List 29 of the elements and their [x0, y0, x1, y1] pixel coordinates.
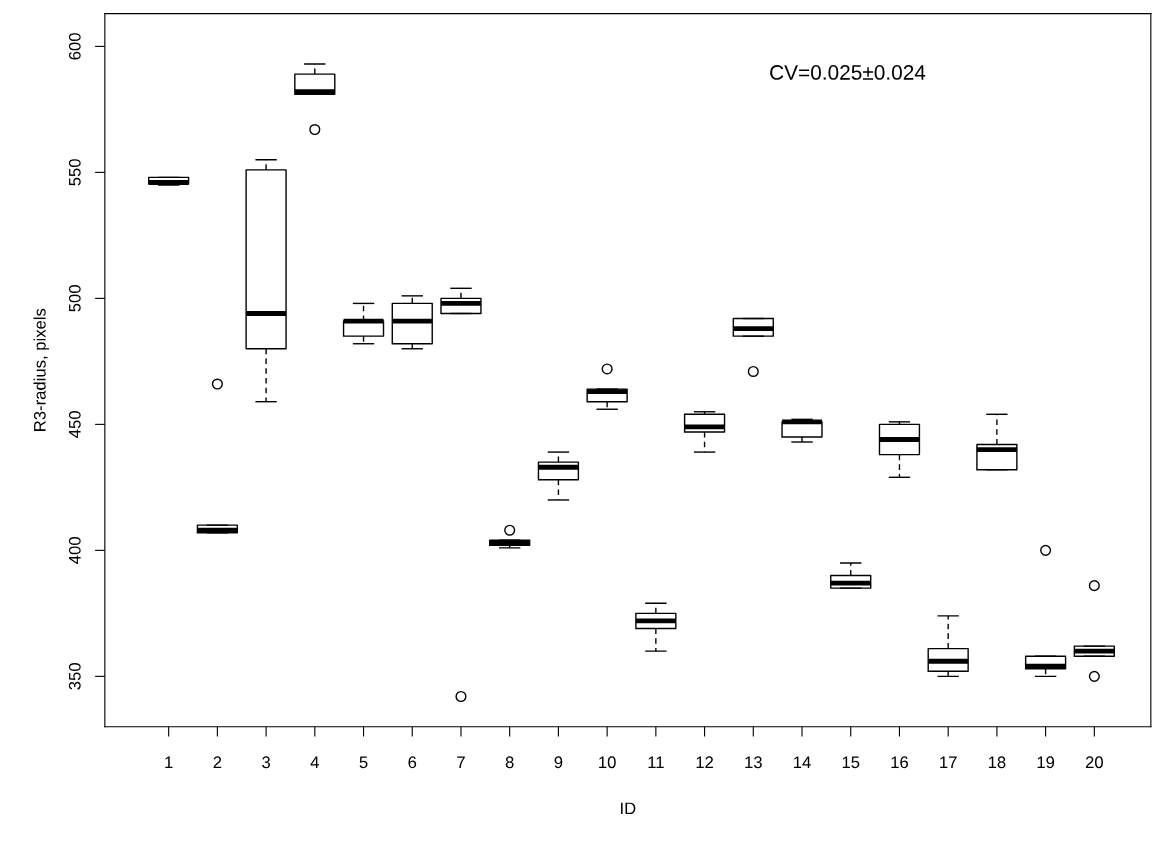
annotation: CV=0.025±0.024	[770, 65, 926, 80]
x-tick-label: 5	[359, 756, 368, 769]
y-tick-label: 600	[68, 33, 81, 60]
x-tick-label: 13	[745, 756, 762, 769]
x-axis-title: ID	[621, 802, 636, 815]
y-axis-title: R3-radius, pixels	[33, 308, 50, 431]
x-tick-label: 15	[842, 756, 860, 769]
x-tick-label: 19	[1037, 756, 1055, 769]
x-tick-label: 2	[213, 756, 222, 768]
x-tick-label: 10	[599, 756, 616, 769]
x-tick-label: 18	[988, 756, 1006, 769]
y-tick-label: 350	[68, 663, 81, 690]
x-tick-label: 3	[262, 756, 270, 769]
x-tick-label: 16	[891, 756, 908, 769]
x-tick-label: 12	[696, 756, 714, 768]
x-tick-label: 7	[457, 756, 465, 768]
x-tick-label: 17	[940, 756, 957, 768]
x-tick-label: 6	[408, 756, 417, 769]
x-tick-label: 20	[1085, 756, 1103, 769]
x-tick-label: 14	[794, 756, 811, 768]
x-tick-label: 8	[505, 756, 514, 769]
x-tick-label: 1	[165, 756, 173, 768]
y-tick-label: 450	[68, 411, 81, 438]
x-tick-label: 4	[310, 756, 319, 768]
y-tick-label: 550	[68, 159, 81, 186]
y-tick-label: 400	[68, 537, 81, 564]
y-tick-label: 500	[68, 285, 81, 312]
x-tick-label: 9	[554, 756, 563, 769]
x-tick-label: 11	[648, 756, 664, 768]
